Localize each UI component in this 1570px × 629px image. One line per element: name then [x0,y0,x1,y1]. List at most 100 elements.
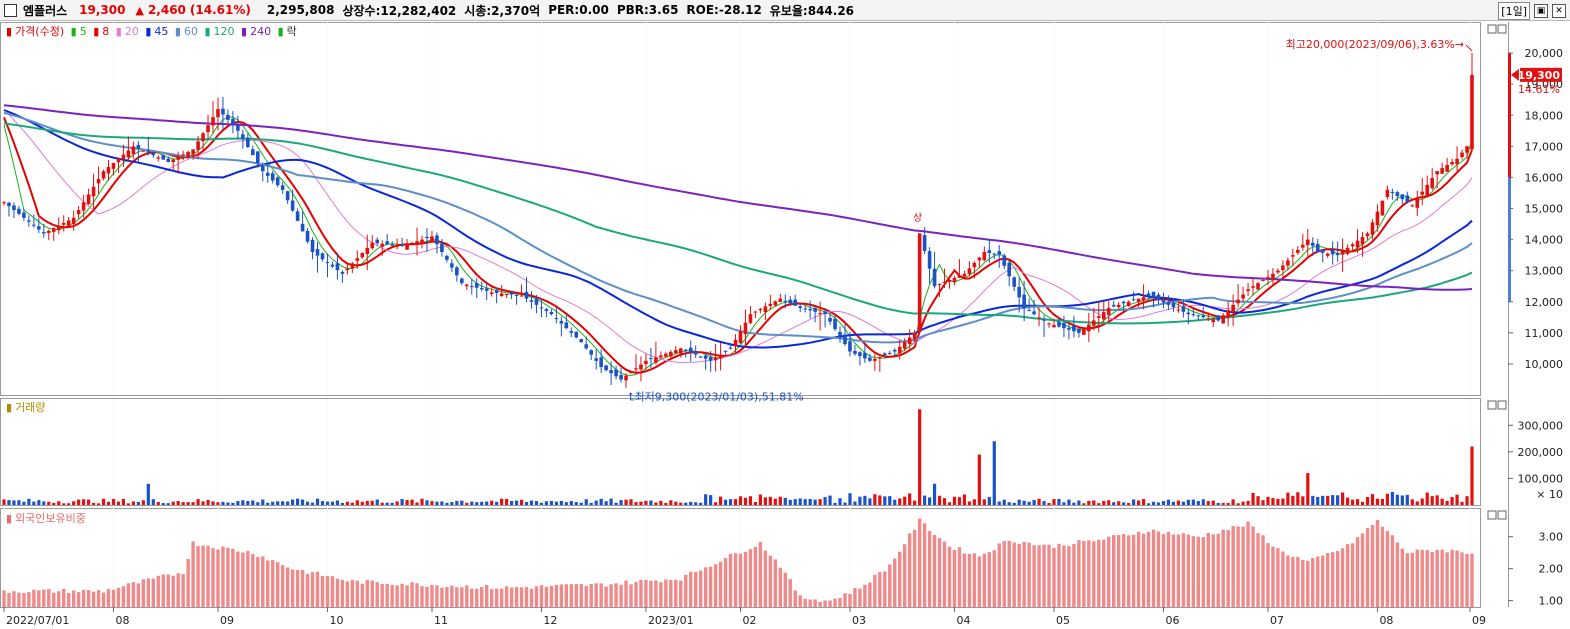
period-selector[interactable]: [1일] [1498,2,1530,20]
foreign-bar [1316,556,1320,607]
foreign-bar [196,546,200,607]
volume-bar [1161,501,1166,505]
volume-bar [519,499,524,505]
candle-body [126,150,131,158]
volume-bar [281,501,285,505]
candle-body [156,157,161,159]
candle-body [902,342,907,349]
foreign-bar [942,541,947,607]
volume-bar [1420,498,1424,505]
restore-window-icon[interactable]: ▣ [1534,4,1548,18]
volume-bar [196,499,200,505]
foreign-bar [728,553,733,607]
volume-bar [67,503,71,505]
candle-body [559,320,564,324]
foreign-bar [1072,544,1076,607]
foreign-bar [664,579,668,607]
volume-bar [1181,501,1185,505]
candle-body [1405,195,1410,203]
ma240-line [3,104,1473,291]
volume-bar [350,502,354,505]
foreign-bar [440,587,444,607]
candle-body [763,306,768,312]
foreign-bar [1062,545,1066,607]
x-tick-label: 04 [956,614,970,627]
foreign-bar [554,584,559,607]
x-tick-label: 09 [1472,614,1486,627]
close-window-icon[interactable]: ✕ [1552,4,1566,18]
candle-body [1375,211,1380,226]
foreign-bar [1340,548,1345,607]
candle-body [425,236,429,239]
foreign-bar [1196,536,1201,607]
panel-minimize-icon [1487,510,1497,520]
volume-bar [1400,495,1404,505]
ma60-label: 60 [183,25,198,38]
candle-body [1301,244,1305,248]
foreign-bar [315,571,320,607]
stock-header: 엠플러스 19,300 ▲ 2,460 (14.61%) 2,295,808 상… [0,0,1570,21]
foreign-bar [1087,540,1091,607]
candle-body [579,339,584,343]
candle-body [1310,242,1315,246]
candle-body [1315,243,1320,253]
candle-body [1291,255,1295,257]
volume-bar [644,500,648,505]
panel-maximize-icon [1497,510,1507,520]
foreign-bar [843,593,847,607]
candle-body [66,220,71,226]
candle-body [1156,294,1161,301]
volume-bar [594,500,598,505]
candle-body [673,350,678,354]
volume-bar [923,495,927,505]
volume-bar [77,499,81,505]
candle-body [564,322,569,329]
volume-bar [1266,496,1270,505]
foreign-bar [1136,531,1141,607]
foreign-bar [246,550,250,607]
volume-bar [131,501,135,505]
candle-body [460,278,464,284]
select-checkbox[interactable] [4,3,17,17]
candle-body [1121,301,1126,304]
ma5-marker: ▮ [70,25,77,38]
volume-bar [843,502,847,505]
candle-body [1365,233,1370,237]
volume-bar [1171,501,1176,505]
foreign-bar [674,579,678,607]
candle-body [7,202,11,207]
foreign-bar [156,575,160,607]
foreign-bar [952,549,957,607]
foreign-bar [1097,539,1101,607]
foreign-bar [241,552,245,607]
volume-bar [17,500,21,505]
candle-body [315,248,320,256]
volume-bar [903,496,907,505]
candle-body [1062,322,1066,329]
candle-body [962,273,967,277]
candle-body [718,354,723,359]
candle-body [1012,277,1016,287]
foreign-bar [7,592,11,607]
volume-bar [2,499,6,505]
candle-body [798,306,803,308]
foreign-bar [1151,529,1156,607]
foreign-bar [330,576,335,607]
price-tick-label: 12,000 [1525,296,1564,309]
candle-body [1221,315,1225,324]
volume-bar [1097,503,1101,505]
foreign-bar [1236,526,1240,607]
candle-body [942,282,947,284]
volume-bar [22,501,26,505]
candle-body [1067,327,1071,330]
candle-body [778,298,783,303]
volume-bar [1042,501,1046,505]
candle-body [1096,316,1101,318]
foreign-bar [450,585,454,607]
candle-body [1325,253,1330,256]
candle-body [1345,247,1350,254]
volume-bar [1281,498,1285,505]
candle-body [176,156,180,160]
candle-body [1385,189,1390,197]
volume-bar [1087,500,1091,505]
